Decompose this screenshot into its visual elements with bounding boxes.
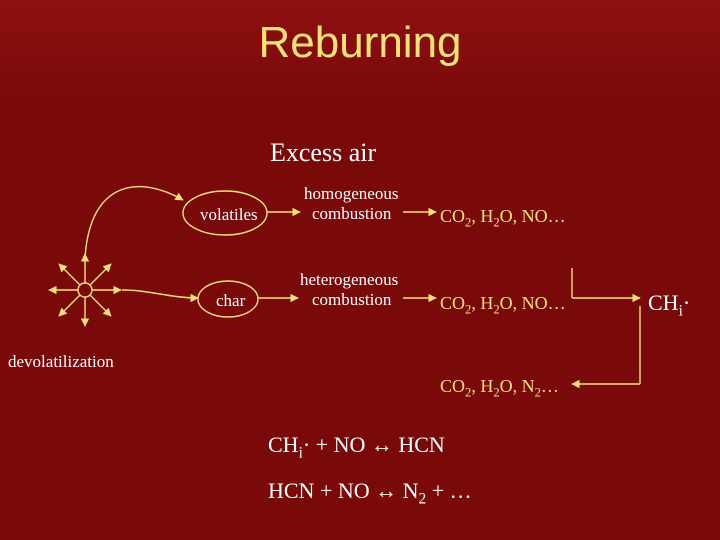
products-1: CO2, H2O, NO…	[440, 206, 566, 231]
char-label: char	[216, 291, 245, 311]
homogeneous-label-2: combustion	[312, 204, 391, 224]
chi-radical: CHi·	[648, 290, 690, 320]
reaction-2: HCN + NO ↔ N2 + …	[268, 478, 472, 508]
slide: Reburning Excess air volatiles homogeneo…	[0, 0, 720, 540]
homogeneous-label-1: homogeneous	[304, 184, 398, 204]
devolatilization-label: devolatilization	[8, 352, 114, 372]
heterogeneous-label-1: heterogeneous	[300, 270, 398, 290]
products-2: CO2, H2O, NO…	[440, 293, 566, 318]
heterogeneous-label-2: combustion	[312, 290, 391, 310]
reaction-1: CHi· + NO ↔ HCN	[268, 432, 445, 462]
products-3: CO2, H2O, N2…	[440, 376, 559, 401]
volatiles-label: volatiles	[200, 205, 258, 225]
